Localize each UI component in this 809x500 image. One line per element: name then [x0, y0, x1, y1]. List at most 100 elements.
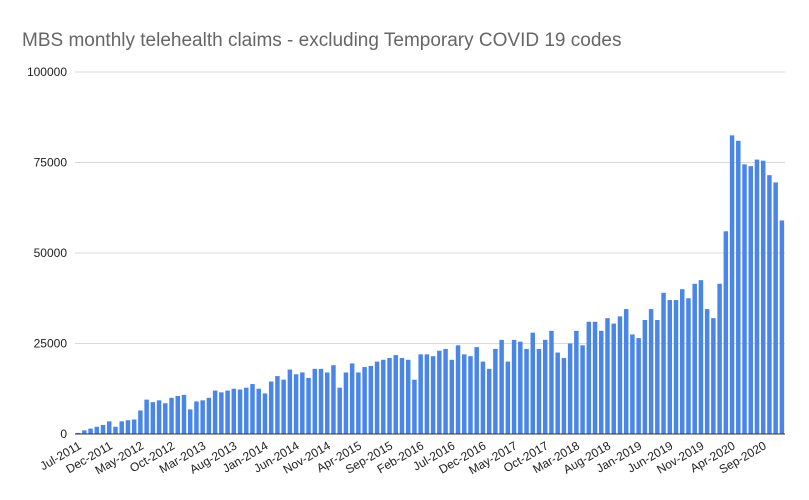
bar	[542, 339, 548, 434]
bar	[468, 356, 473, 434]
bar	[181, 394, 187, 434]
bar	[455, 345, 461, 434]
bar	[206, 397, 212, 434]
bar	[430, 356, 436, 434]
bar	[225, 390, 230, 434]
bar	[673, 300, 679, 434]
bar	[717, 283, 722, 434]
bar	[194, 401, 199, 434]
bar	[592, 321, 598, 434]
bar	[337, 387, 342, 434]
bar	[555, 352, 560, 434]
bar	[692, 283, 697, 434]
bar	[343, 372, 349, 434]
bar	[779, 220, 785, 434]
bar	[462, 354, 467, 434]
bar	[75, 432, 81, 434]
bar	[219, 392, 224, 434]
bar	[231, 388, 237, 434]
bar	[536, 348, 542, 434]
bar	[88, 428, 93, 434]
bar	[586, 321, 592, 434]
bar	[574, 330, 579, 434]
bar	[736, 140, 741, 434]
bar	[655, 319, 660, 434]
bar	[486, 368, 492, 434]
bar	[405, 359, 411, 434]
bar	[163, 403, 168, 434]
bar	[636, 338, 641, 434]
bar	[312, 368, 318, 434]
bar	[125, 420, 131, 434]
bar	[131, 419, 137, 434]
bar	[679, 289, 685, 434]
bar	[100, 424, 106, 434]
bar	[623, 309, 629, 434]
bar	[212, 390, 218, 434]
bar	[474, 347, 479, 434]
bar	[412, 379, 417, 434]
bar	[443, 348, 448, 434]
bar	[368, 365, 374, 434]
bar	[617, 316, 623, 434]
bar	[300, 372, 305, 434]
bar	[144, 399, 149, 434]
bar	[704, 309, 710, 434]
bar	[381, 359, 386, 434]
y-tick-label: 25000	[34, 337, 68, 351]
bar	[324, 372, 330, 434]
y-tick-label: 50000	[34, 246, 68, 260]
bar	[293, 374, 299, 434]
bar	[599, 330, 604, 434]
bar	[667, 300, 673, 434]
bar	[268, 381, 274, 434]
y-tick-label: 0	[60, 427, 67, 441]
bar	[107, 421, 112, 434]
bar	[356, 372, 361, 434]
bar	[605, 318, 610, 434]
bar	[711, 318, 716, 434]
bar	[150, 402, 156, 434]
bar	[561, 357, 567, 434]
bar	[119, 421, 124, 434]
bar	[742, 164, 747, 434]
bar	[138, 410, 143, 434]
bar	[493, 348, 498, 434]
bar	[642, 319, 648, 434]
bar	[698, 280, 704, 434]
bar	[187, 409, 193, 434]
bar	[169, 397, 174, 434]
bar	[362, 367, 367, 434]
bar	[200, 400, 205, 434]
bar	[754, 159, 760, 434]
bar	[580, 345, 585, 434]
bar	[518, 341, 523, 434]
bar	[437, 350, 442, 434]
bar	[760, 160, 766, 434]
bar	[287, 369, 293, 434]
chart-title: MBS monthly telehealth claims - excludin…	[22, 30, 621, 51]
bar	[611, 323, 616, 434]
bar	[156, 400, 162, 434]
bar	[499, 339, 504, 434]
bar	[94, 426, 100, 434]
bar	[449, 359, 455, 434]
y-tick-label: 75000	[34, 156, 68, 170]
bar	[331, 365, 336, 434]
bar	[275, 376, 280, 434]
bar	[524, 348, 529, 434]
bar	[374, 361, 380, 434]
bar	[306, 377, 311, 434]
bar	[630, 334, 635, 434]
bar	[424, 354, 430, 434]
bar	[505, 361, 511, 434]
bar	[767, 175, 772, 435]
bar	[387, 357, 392, 434]
bar	[244, 387, 249, 434]
bar	[113, 426, 118, 434]
bar	[318, 368, 324, 434]
bar	[418, 354, 423, 434]
bar	[480, 361, 486, 434]
bar	[530, 332, 536, 434]
